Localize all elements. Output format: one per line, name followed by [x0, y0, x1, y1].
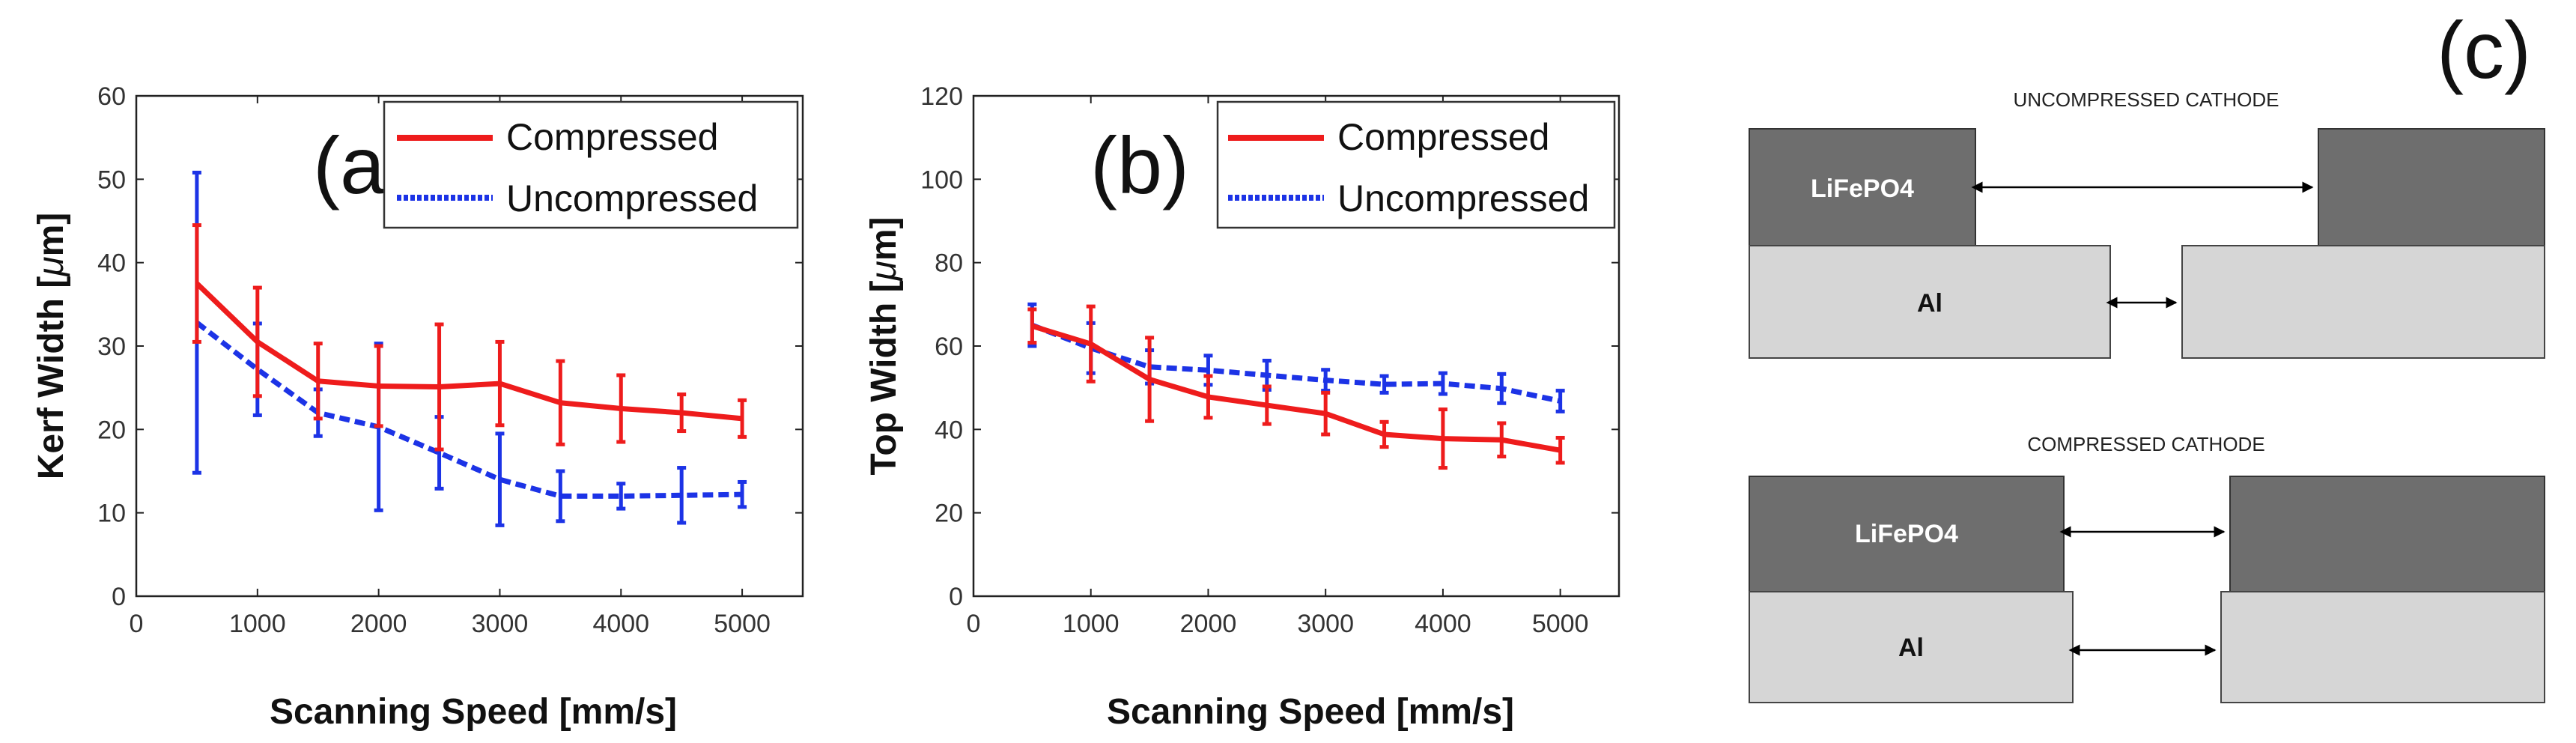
- uncompressed-al-left: [1749, 245, 2111, 359]
- y-tick-label: 60: [935, 333, 963, 361]
- y-axis-label-mu: μ: [31, 256, 71, 277]
- series-line-compressed: [1031, 323, 1561, 453]
- x-tick-label: 5000: [714, 610, 771, 638]
- y-axis-label-text: Top Width [: [864, 281, 904, 476]
- compressed-al-label: Al: [1898, 634, 1924, 662]
- y-tick-label: 50: [97, 166, 126, 194]
- cathode-diagram: (c) UNCOMPRESSED CATHODE LiFePO4 Al COMP…: [1749, 4, 2545, 703]
- y-tick-label: 60: [97, 82, 126, 111]
- x-tick-label: 3000: [1297, 610, 1354, 638]
- y-axis-label-unit: m]: [864, 217, 904, 261]
- y-tick-label: 120: [920, 82, 963, 111]
- compressed-title: COMPRESSED CATHODE: [2027, 433, 2264, 455]
- series-line-uncompressed: [195, 321, 743, 499]
- chart-top-width: 0 20 40 60 80 100 120 0 1000 2000 3000 4000 5000 (b…: [864, 82, 1620, 732]
- y-tick-label: 0: [949, 583, 963, 611]
- compressed-al-left: [1749, 591, 2074, 703]
- y-axis-label: Kerf Width [μm]: [31, 213, 71, 480]
- y-tick-label: 20: [935, 500, 963, 528]
- series-line-uncompressed: [1031, 322, 1561, 404]
- x-tick-label: 2000: [1180, 610, 1237, 638]
- series-line-compressed: [195, 281, 743, 422]
- y-tick-label: 40: [935, 416, 963, 444]
- y-axis-label-unit: m]: [31, 213, 71, 257]
- x-tick-label: 5000: [1532, 610, 1589, 638]
- legend-label-uncompressed: Uncompressed: [506, 178, 758, 219]
- y-axis-label: Top Width [μm]: [864, 217, 904, 476]
- y-tick-label: 100: [920, 166, 963, 194]
- compressed-al-right: [2220, 591, 2545, 703]
- x-tick-label: 3000: [472, 610, 529, 638]
- y-tick-label: 10: [97, 500, 126, 528]
- uncompressed-cathode-left: [1749, 128, 1976, 246]
- legend-label-compressed: Compressed: [506, 116, 718, 158]
- x-tick-label: 2000: [350, 610, 407, 638]
- legend-box: [383, 100, 799, 229]
- x-axis-label: Scanning Speed [mm/s]: [1107, 692, 1514, 732]
- legend: Compressed Uncompressed: [1216, 100, 1616, 229]
- series-layer: [192, 170, 747, 527]
- x-tick-label: 4000: [592, 610, 649, 638]
- uncompressed-al-right: [2181, 245, 2545, 359]
- series-layer: [1027, 302, 1565, 470]
- panel-label: (c): [2437, 4, 2531, 95]
- y-tick-labels: 0 10 20 30 40 50 60: [97, 82, 803, 611]
- x-tick-labels: 0 1000 2000 3000 4000 5000: [967, 96, 1589, 638]
- x-tick-label: 1000: [229, 610, 286, 638]
- compressed-cathode-left: [1749, 476, 2065, 592]
- compressed-cathode-right: [2229, 476, 2545, 592]
- uncompressed-title: UNCOMPRESSED CATHODE: [2014, 88, 2279, 111]
- y-tick-label: 0: [112, 583, 126, 611]
- x-tick-label: 1000: [1063, 610, 1120, 638]
- y-axis-label-text: Kerf Width [: [31, 276, 71, 480]
- y-tick-labels: 0 20 40 60 80 100 120: [920, 82, 1619, 611]
- y-tick-label: 20: [97, 416, 126, 444]
- y-tick-label: 40: [97, 249, 126, 278]
- legend-label-compressed: Compressed: [1337, 116, 1549, 158]
- x-axis-label: Scanning Speed [mm/s]: [270, 692, 677, 732]
- compressed-cathode-label: LiFePO4: [1855, 520, 1958, 548]
- legend-label-uncompressed: Uncompressed: [1337, 178, 1589, 219]
- y-tick-label: 30: [97, 333, 126, 361]
- y-tick-label: 80: [935, 249, 963, 278]
- x-tick-label: 4000: [1415, 610, 1471, 638]
- x-tick-labels: 0 1000 2000 3000 4000 5000: [130, 96, 771, 638]
- x-tick-label: 0: [130, 610, 144, 638]
- panel-label: (b): [1090, 120, 1189, 210]
- x-tick-label: 0: [967, 610, 981, 638]
- legend: Compressed Uncompressed: [383, 100, 799, 229]
- uncompressed-al-label: Al: [1917, 289, 1942, 318]
- y-axis-label-mu: μ: [864, 261, 904, 282]
- uncompressed-cathode-label: LiFePO4: [1811, 175, 1914, 203]
- legend-box: [1216, 100, 1616, 229]
- uncompressed-cathode-right: [2318, 128, 2545, 246]
